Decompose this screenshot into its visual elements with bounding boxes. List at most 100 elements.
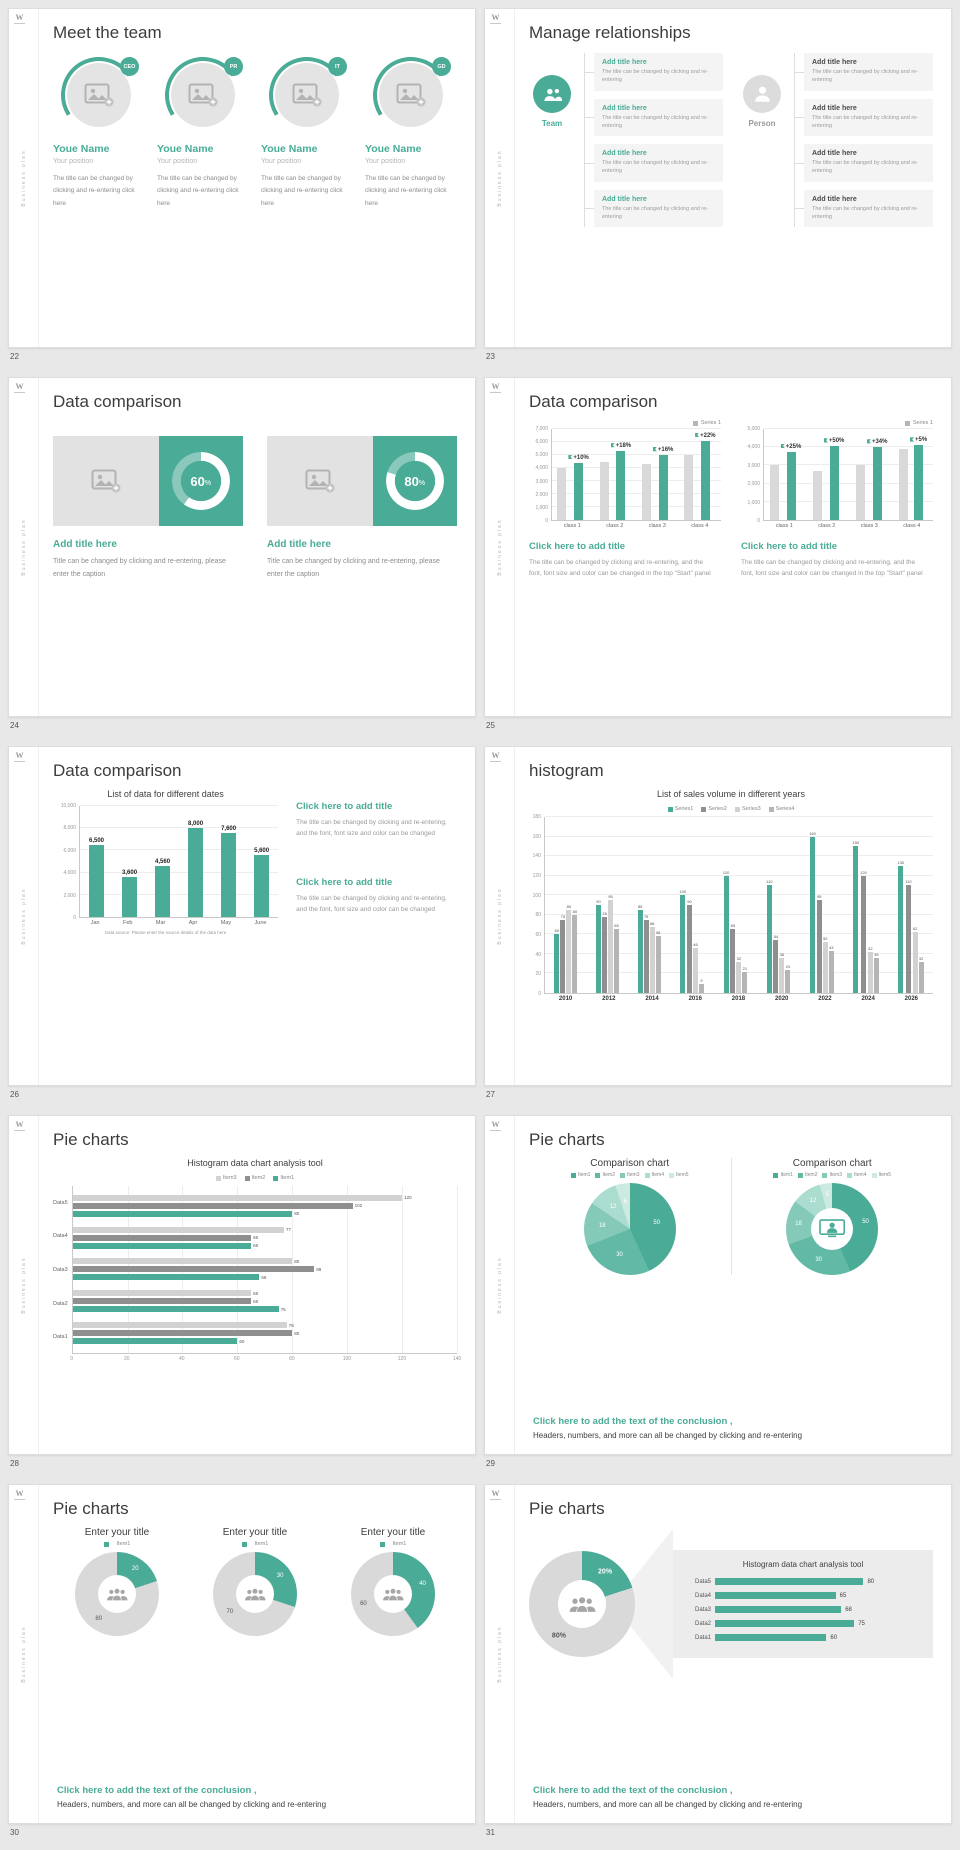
bar-column: 78: [602, 817, 607, 993]
slice-label: 20%: [598, 1568, 613, 1576]
slide-title: Pie charts: [53, 1130, 129, 1149]
bar-group: 77 65 65: [72, 1226, 457, 1249]
people-icon: [381, 1587, 405, 1601]
avatar: CEO: [53, 49, 145, 141]
bar: [867, 951, 873, 993]
bar-group: 130 110 62 32: [898, 817, 924, 993]
bar-column: 100: [679, 817, 686, 993]
legend-item: Item5: [871, 1172, 891, 1178]
slide-content: Pie charts Histogram data chart analysis…: [39, 1116, 475, 1454]
gridline: [552, 441, 721, 442]
bar-value-label: 150: [852, 840, 860, 846]
person-column: Person Add title here The title can be ch…: [739, 53, 933, 227]
item-body: The title can be changed by clicking and…: [812, 69, 919, 84]
avatar-placeholder: [379, 63, 443, 127]
slice-label: 80%: [551, 1632, 566, 1640]
bar-column: [557, 429, 567, 520]
slide-sidebar: W Business plan: [9, 9, 39, 347]
item-title: Add title here: [602, 195, 647, 203]
bar-value-label: 65: [253, 1290, 259, 1296]
slide-24[interactable]: W Business plan Data comparison 60%: [8, 377, 476, 717]
legend-item: Item5: [669, 1172, 689, 1178]
chart-legend: Series1 Series2 Series3 Series4: [529, 806, 933, 812]
pie-panel: Comparison chart Item1 Item2 Item3 Item4…: [730, 1158, 934, 1275]
bar-value: 60: [830, 1634, 838, 1641]
legend-label: Series 1: [700, 420, 721, 426]
x-tick-label: 2024: [861, 996, 875, 1002]
legend-label: Item5: [676, 1172, 689, 1178]
slide-28[interactable]: W Business plan Pie charts Histogram dat…: [8, 1115, 476, 1455]
block-body: The title can be changed by clicking and…: [296, 895, 447, 914]
image-placeholder-icon: [91, 469, 121, 493]
bar-column: 65: [614, 817, 619, 993]
slide-sidebar: W Business plan: [9, 747, 39, 1085]
x-tick-label: May: [220, 920, 232, 926]
team-grid: CEO Youe Name Your position The title ca…: [53, 49, 457, 210]
bar-column: 62: [912, 817, 918, 993]
member-description: The title can be changed by clicking and…: [157, 175, 239, 207]
slide-26[interactable]: W Business plan Data comparison List of …: [8, 746, 476, 1086]
slide-22[interactable]: W Business plan Meet the team CEO Youe N…: [8, 8, 476, 348]
slide-27[interactable]: W Business plan histogram List of sales …: [484, 746, 952, 1086]
slide-29[interactable]: W Business plan Pie charts Comparison ch…: [484, 1115, 952, 1455]
bar: [641, 464, 651, 520]
y-tick-label: 6,000: [535, 439, 548, 446]
bar-value-label: 21: [742, 966, 748, 972]
logo-mark: W: [491, 1120, 500, 1129]
bar-column: 95: [816, 817, 822, 993]
slide-25[interactable]: W Business plan Data comparison Series 1…: [484, 377, 952, 717]
x-tick-label: 140: [452, 1356, 462, 1362]
bar-column: [769, 429, 779, 520]
legend-swatch: [871, 1172, 877, 1178]
legend-label: Item3: [222, 1175, 237, 1181]
bar-column: 85: [637, 817, 643, 993]
avatar-placeholder: [171, 63, 235, 127]
bar-row: Data4 65: [687, 1592, 919, 1599]
bar-category: Data2: [694, 1620, 711, 1627]
sidebar-vertical-text: Business plan: [20, 518, 27, 576]
logo: W: [14, 1120, 25, 1131]
legend-label: Item1: [392, 1541, 407, 1547]
avatar-placeholder: [275, 63, 339, 127]
legend-swatch: [847, 1172, 852, 1178]
bar: [599, 461, 609, 520]
logo-mark: W: [491, 751, 500, 760]
bar-column: 46: [693, 817, 699, 993]
bar-value-label: 5,600: [254, 847, 270, 854]
member-position: Your position: [53, 158, 94, 165]
slide-31[interactable]: W Business plan Pie charts 20% 80% Histog…: [484, 1484, 952, 1824]
card-visual: 80%: [267, 436, 457, 526]
gridline: [457, 1186, 458, 1353]
logo: W: [490, 1489, 501, 1500]
member-description: The title can be changed by clicking and…: [53, 175, 135, 207]
chart-legend: Item3 Item2 Item1: [53, 1175, 457, 1181]
team-member: CEO Youe Name Your position The title ca…: [53, 49, 145, 210]
bar-column: 75: [643, 817, 649, 993]
bar: [596, 905, 601, 993]
slide-23[interactable]: W Business plan Manage relationships Tea…: [484, 8, 952, 348]
block-heading: Click here to add title: [529, 541, 626, 552]
team-member: PR Youe Name Your position The title can…: [157, 49, 249, 210]
role-badge: IT: [328, 57, 347, 76]
page-number: 31: [486, 1828, 495, 1837]
bar-group: 100 90 46 9: [679, 817, 705, 993]
bar-group: 7,600: [221, 806, 236, 917]
bar: [602, 916, 607, 993]
bar-group: 160 95 52 43: [809, 817, 834, 993]
comparison-card: 60% Add title here Title can be changed …: [53, 436, 243, 581]
slide-30[interactable]: W Business plan Pie charts Enter your ti…: [8, 1484, 476, 1824]
bar-row: Data1 60: [687, 1634, 919, 1641]
y-tick-label: 2,000: [63, 892, 76, 899]
slice-label: 70: [226, 1609, 234, 1616]
slide-title: Meet the team: [53, 23, 162, 42]
team-column: Team Add title here The title can be chan…: [529, 53, 723, 227]
team-items: Add title here The title can be changed b…: [584, 53, 723, 227]
x-tick-label: 2010: [558, 996, 573, 1002]
bar-group: +22%: [684, 429, 716, 520]
horizontal-bar-chart: Data5 Data4 Data3 Data2 Data1 120 102 80 77 65 65 8…: [53, 1186, 461, 1364]
bar-groups: +25% +50% +34% +5%: [764, 429, 933, 520]
legend-label: Item1: [280, 1175, 295, 1181]
bar-column: 90: [596, 817, 601, 993]
legend-label: Series1: [674, 806, 694, 812]
bar-column: 43: [828, 817, 834, 993]
